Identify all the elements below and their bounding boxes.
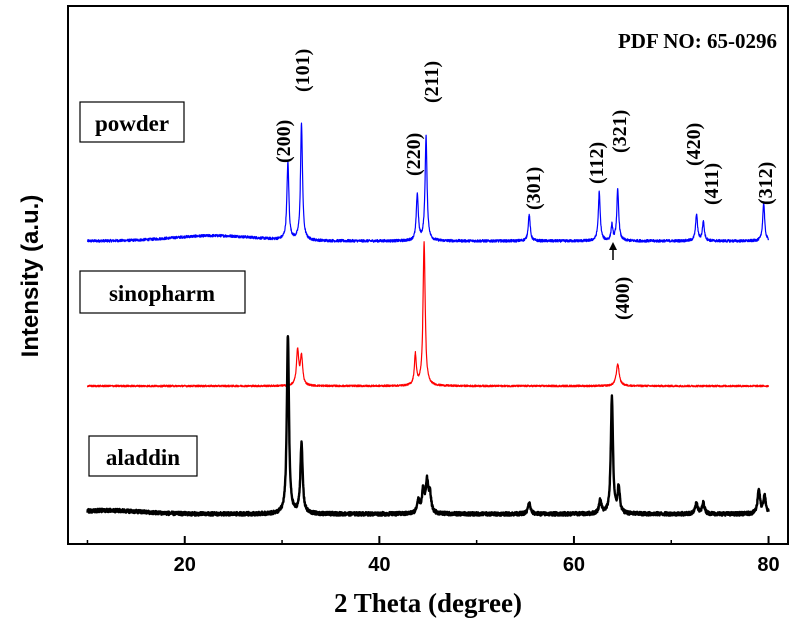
peak-label-400: (400) [612, 277, 634, 320]
x-axis-title: 2 Theta (degree) [334, 588, 522, 618]
series-line-sinopharm [86, 241, 770, 388]
peak-labels: (200) (101) (220) (211) (301) (112)(321) (420)… [273, 49, 777, 320]
arrow-400-head [609, 242, 617, 250]
pdf-annotation: PDF NO: 65-0296 [618, 29, 777, 53]
peak-label-420: (420) [683, 123, 705, 166]
series-layer [86, 122, 770, 517]
legend-box-powder [79, 101, 185, 143]
peak-label-220: (220) [403, 133, 425, 176]
peak-label-321: (321) [609, 110, 631, 153]
series-line-powder [86, 122, 770, 243]
legend-aladdin: aladdin [88, 435, 198, 477]
legend-label-powder: powder [95, 111, 169, 136]
plot-frame [67, 5, 789, 545]
peak-label-211: (211) [421, 61, 443, 103]
peak-label-301: (301) [523, 167, 545, 210]
peak-label-200: (200) [273, 120, 295, 163]
legend-box-sinopharm [79, 270, 246, 314]
y-axis-title: Intensity (a.u.) [17, 195, 44, 358]
legend-sinopharm: sinopharm [79, 270, 246, 314]
peak-label-101: (101) [292, 49, 314, 92]
peak-label-112: (112) [586, 142, 608, 184]
legend-label-aladdin: aladdin [106, 445, 180, 470]
legend-box-aladdin [88, 435, 198, 477]
x-axis-ticks: 20 40 60 80 [86, 536, 780, 576]
peak-label-312: (312) [755, 162, 777, 205]
legend-powder: powder [79, 101, 185, 143]
peak-label-411: (411) [701, 163, 723, 205]
series-line-aladdin [86, 335, 770, 517]
x-tick-label-20: 20 [174, 554, 196, 576]
x-tick-label-40: 40 [368, 554, 390, 576]
x-tick-label-80: 80 [757, 554, 779, 576]
x-tick-label-60: 60 [563, 554, 585, 576]
legend-label-sinopharm: sinopharm [109, 281, 215, 306]
